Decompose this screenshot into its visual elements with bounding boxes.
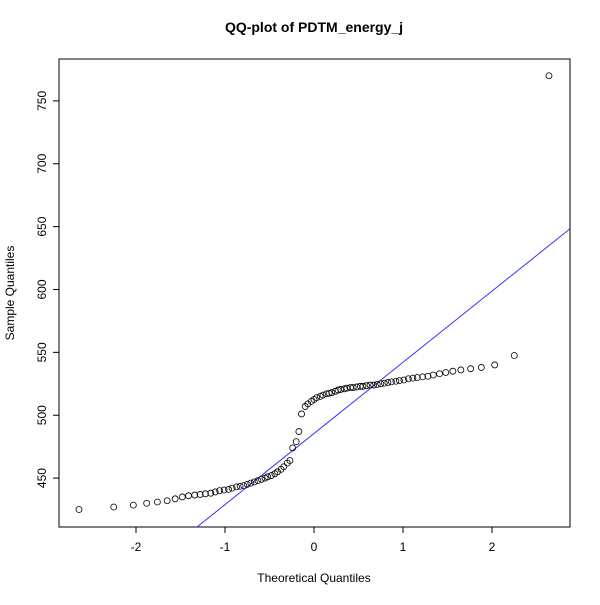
point: [424, 372, 432, 380]
point: [328, 389, 336, 396]
point: [323, 390, 330, 398]
point: [436, 370, 443, 378]
point: [289, 444, 297, 452]
point: [349, 384, 357, 391]
y-tick-label: 550: [35, 342, 49, 362]
point: [247, 479, 255, 487]
point: [220, 486, 228, 494]
point: [243, 480, 251, 488]
point: [325, 389, 333, 397]
point: [254, 477, 262, 485]
point: [216, 487, 224, 495]
reference-line: [196, 228, 570, 527]
point: [304, 400, 312, 408]
point: [334, 386, 342, 394]
x-tick-label: 2: [489, 540, 496, 554]
point: [267, 472, 275, 479]
point: [396, 377, 403, 385]
point: [191, 491, 199, 499]
point: [442, 369, 450, 376]
y-tick-label: 750: [35, 91, 49, 111]
point: [319, 391, 327, 399]
point: [370, 381, 378, 389]
plot-frame: [58, 58, 571, 528]
point: [286, 457, 294, 464]
point: [236, 482, 244, 490]
point: [295, 428, 303, 435]
point: [280, 463, 288, 471]
point: [258, 475, 265, 483]
y-axis-label: Sample Quantiles: [3, 246, 17, 341]
y-tick-label: 700: [35, 153, 49, 173]
point: [545, 72, 553, 80]
point: [380, 379, 388, 387]
point: [274, 468, 281, 476]
point: [292, 438, 300, 446]
x-tick-label: 1: [400, 540, 407, 554]
point: [143, 499, 151, 507]
y-tick-label: 650: [35, 216, 49, 236]
point: [359, 382, 367, 390]
point: [250, 478, 258, 486]
x-tick-label: 0: [311, 540, 318, 554]
point: [211, 488, 219, 496]
point: [75, 506, 83, 513]
point: [404, 375, 412, 383]
point: [449, 367, 457, 375]
point: [363, 382, 370, 390]
point: [388, 378, 395, 386]
point: [467, 365, 475, 373]
point: [228, 484, 236, 492]
point: [400, 376, 408, 384]
point: [477, 364, 485, 371]
chart-title: QQ-plot of PDTM_energy_j: [225, 19, 403, 35]
point: [419, 373, 427, 381]
point: [178, 493, 186, 501]
point: [153, 498, 161, 506]
point: [171, 495, 179, 503]
x-tick-label: -2: [131, 540, 142, 554]
point: [384, 379, 392, 386]
point: [413, 374, 421, 381]
point: [340, 385, 348, 393]
point: [185, 492, 192, 500]
point: [491, 361, 499, 369]
point: [457, 366, 465, 374]
x-axis-label: Theoretical Quantiles: [257, 571, 370, 585]
point: [207, 489, 215, 497]
point: [429, 371, 437, 379]
y-tick-label: 600: [35, 279, 49, 299]
point: [110, 503, 118, 511]
point: [313, 394, 321, 402]
point: [233, 483, 240, 491]
point: [196, 491, 204, 498]
point: [510, 352, 518, 359]
point: [240, 482, 248, 490]
point: [264, 473, 272, 481]
point: [377, 380, 385, 388]
point: [392, 377, 400, 385]
point: [366, 381, 374, 389]
point: [409, 374, 417, 382]
y-tick-label: 500: [35, 405, 49, 425]
point: [225, 486, 232, 493]
y-tick-label: 450: [35, 468, 49, 488]
point: [298, 410, 305, 418]
x-tick-label: -1: [220, 540, 231, 554]
point: [373, 381, 381, 388]
point: [202, 490, 209, 498]
point: [337, 386, 345, 393]
point: [163, 497, 171, 505]
point: [129, 501, 137, 509]
